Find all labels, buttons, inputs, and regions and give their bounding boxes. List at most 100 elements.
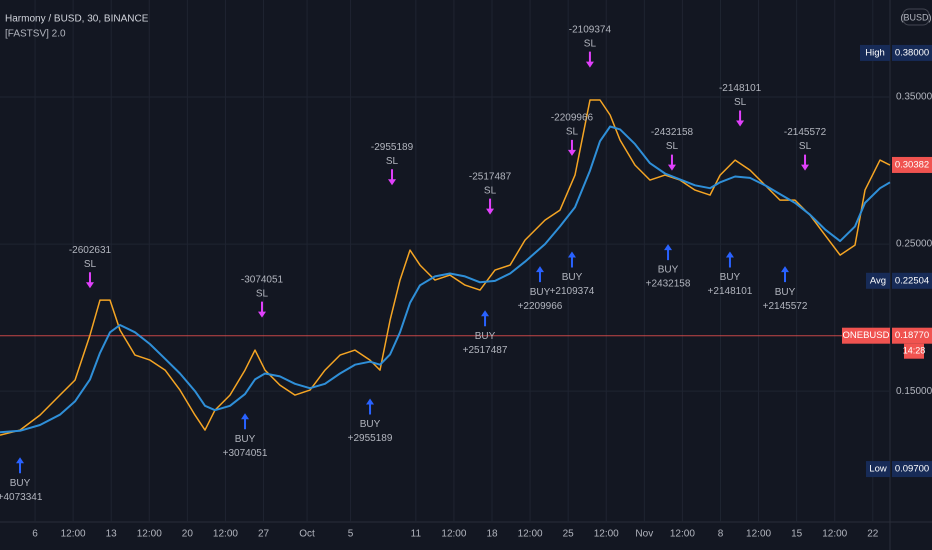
signal-label: +2148101 bbox=[708, 286, 753, 297]
x-tick-label: 15 bbox=[791, 529, 803, 540]
buy-arrow bbox=[567, 251, 576, 268]
x-tick-label: 12:00 bbox=[441, 529, 466, 540]
price-marker-value: 0.38000 bbox=[895, 47, 929, 58]
x-tick-label: 18 bbox=[486, 529, 498, 540]
x-tick-label: Oct bbox=[299, 529, 315, 540]
x-tick-label: 12:00 bbox=[822, 529, 847, 540]
signal: SL -2517487 bbox=[469, 171, 512, 215]
x-tick-label: 12:00 bbox=[594, 529, 619, 540]
signal-type: SL bbox=[666, 141, 679, 152]
buy-arrow bbox=[725, 251, 734, 268]
signal-label: -2602631 bbox=[69, 245, 112, 256]
signal-label: -2209966 bbox=[551, 113, 594, 124]
buy-arrow bbox=[535, 266, 544, 283]
signal: SL -2109374 bbox=[569, 24, 612, 68]
price-marker-value: 0.22504 bbox=[895, 275, 929, 286]
signal-type: BUY bbox=[530, 287, 551, 298]
x-tick-label: 12:00 bbox=[137, 529, 162, 540]
signal: SL -2432158 bbox=[651, 127, 694, 171]
signal-label: +2432158 bbox=[646, 279, 691, 290]
signal: BUY +2209966 bbox=[518, 266, 563, 312]
price-marker-name-box bbox=[866, 461, 890, 478]
signal-label: -2432158 bbox=[651, 127, 694, 138]
signal: BUY +2517487 bbox=[463, 310, 508, 356]
signal-type: BUY bbox=[562, 272, 583, 283]
price-marker-name-box bbox=[842, 327, 890, 344]
signal: SL -2955189 bbox=[371, 142, 414, 186]
price-line-series bbox=[0, 125, 891, 434]
signal-type: BUY bbox=[475, 331, 496, 342]
sl-arrow bbox=[567, 139, 576, 156]
price-marker: 0.09700 Low bbox=[866, 461, 932, 478]
buy-arrow bbox=[781, 266, 790, 283]
signal-type: SL bbox=[84, 259, 97, 270]
price-marker-name-box bbox=[866, 272, 890, 289]
signal-type: SL bbox=[566, 127, 579, 138]
signal: SL -2148101 bbox=[719, 83, 762, 127]
x-tick-label: 11 bbox=[411, 529, 422, 540]
y-tick-label: 0.15000 bbox=[896, 386, 932, 397]
x-tick-label: 12:00 bbox=[518, 529, 543, 540]
signal: BUY +2109374 bbox=[550, 251, 595, 297]
buy-arrow bbox=[241, 413, 250, 430]
sl-arrow bbox=[85, 272, 94, 289]
x-tick-label: 20 bbox=[182, 529, 194, 540]
x-tick-label: 25 bbox=[563, 529, 575, 540]
signal-label: -2109374 bbox=[569, 24, 612, 35]
signal-label: -2517487 bbox=[469, 171, 512, 182]
signal-label: +3074051 bbox=[223, 448, 268, 459]
price-marker-name: ONEBUSD bbox=[843, 330, 890, 341]
buy-arrow bbox=[16, 457, 25, 474]
sl-arrow bbox=[388, 169, 397, 186]
sl-arrow bbox=[801, 154, 810, 171]
price-marker-name: Avg bbox=[870, 275, 886, 286]
price-marker-name-box bbox=[860, 44, 890, 61]
x-tick-label: 12:00 bbox=[61, 529, 86, 540]
signal-type: SL bbox=[584, 38, 597, 49]
x-tick-label: 8 bbox=[718, 529, 724, 540]
signal-label: -3074051 bbox=[241, 274, 284, 285]
signal-type: SL bbox=[386, 156, 399, 167]
buy-arrow bbox=[481, 310, 490, 327]
price-marker-value: 0.09700 bbox=[895, 464, 929, 475]
price-marker: 0.38000 High bbox=[860, 44, 932, 61]
x-tick-label: 27 bbox=[258, 529, 270, 540]
signal-type: BUY bbox=[10, 478, 31, 489]
signal-type: BUY bbox=[235, 434, 256, 445]
y-tick-label: 0.25000 bbox=[896, 239, 932, 250]
signal: BUY +4073341 bbox=[0, 457, 43, 503]
sl-arrow bbox=[486, 198, 495, 215]
signal: SL -2145572 bbox=[784, 127, 827, 171]
signal: BUY +2148101 bbox=[708, 251, 753, 297]
signal-type: SL bbox=[256, 288, 269, 299]
price-marker-name: Low bbox=[869, 464, 887, 475]
price-marker: 0.18770 ONEBUSD 14:28 bbox=[842, 327, 932, 359]
signal-label: +2955189 bbox=[348, 433, 393, 444]
signal-label: +2517487 bbox=[463, 345, 508, 356]
price-marker-box bbox=[892, 461, 932, 478]
x-tick-label: 12:00 bbox=[746, 529, 771, 540]
price-marker-name: High bbox=[865, 47, 885, 58]
signal-type: BUY bbox=[720, 272, 741, 283]
signal-type: BUY bbox=[658, 265, 679, 276]
price-marker-box bbox=[892, 156, 932, 173]
signal: BUY +2955189 bbox=[348, 398, 393, 444]
signal-type: SL bbox=[799, 141, 812, 152]
signal-type: SL bbox=[484, 185, 497, 196]
signal: BUY +3074051 bbox=[223, 413, 268, 459]
currency: (BUSD) bbox=[901, 12, 932, 22]
signal-type: BUY bbox=[360, 419, 381, 430]
signal-type: SL bbox=[734, 97, 747, 108]
buy-arrow bbox=[366, 398, 375, 415]
price-marker-box bbox=[892, 44, 932, 61]
signal: SL -2209966 bbox=[551, 113, 594, 156]
price-marker: 0.30382 bbox=[892, 156, 932, 173]
countdown: 14:28 bbox=[903, 346, 926, 356]
x-tick-label: 12:00 bbox=[213, 529, 238, 540]
signal-label: -2955189 bbox=[371, 142, 414, 153]
price-marker: 0.22504 Avg bbox=[866, 272, 932, 289]
x-tick-label: Nov bbox=[635, 529, 653, 540]
signal-label: +4073341 bbox=[0, 492, 43, 503]
